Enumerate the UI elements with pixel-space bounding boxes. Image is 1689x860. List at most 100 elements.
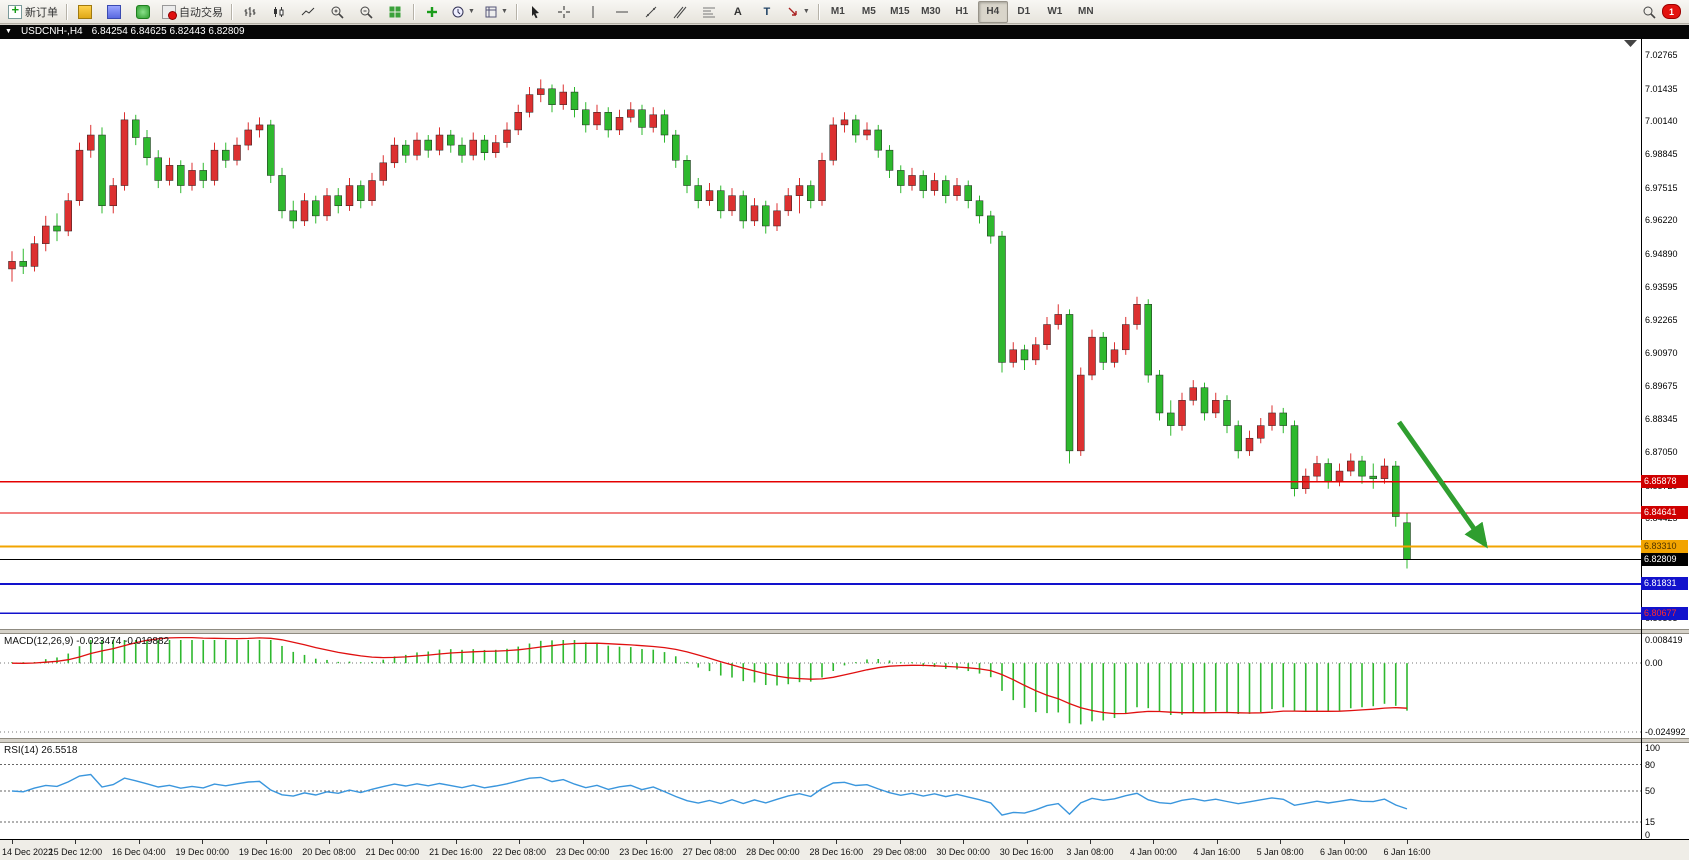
timeframe-button-mn[interactable]: MN [1078,6,1094,17]
fibonacci-button[interactable] [695,1,723,23]
candle [64,200,72,232]
time-axis-label: 28 Dec 00:00 [746,847,800,857]
price-axis-label: 6.89675 [1645,380,1678,391]
candle [1088,336,1096,376]
bar-chart-button[interactable] [236,1,264,23]
autotrading-button[interactable]: 自动交易 [158,1,227,23]
candle [750,205,759,222]
periods-button[interactable]: ▼ [447,1,479,23]
fibonacci-icon [702,5,716,19]
candle [53,225,61,232]
candle [30,243,39,267]
rsi-axis-label: 50 [1645,786,1656,796]
time-axis-label: 30 Dec 00:00 [936,847,990,857]
refresh-icon [136,4,150,19]
chart-dropdown-icon[interactable]: ▼ [5,28,12,35]
time-axis-tick [772,840,774,844]
refresh-button[interactable] [129,1,157,23]
candle [638,109,646,128]
new-chart-button[interactable] [71,1,99,23]
candlestick-chart-button[interactable] [265,1,293,23]
candle [1257,425,1265,439]
time-axis-tick [582,840,584,844]
trend-arrow-annotation[interactable] [1396,420,1488,549]
toolbar-separator [515,3,517,20]
new-order-icon [8,2,22,19]
zoom-in-button[interactable] [323,1,351,23]
equidistant-channel-button[interactable] [666,1,694,23]
candle [683,160,691,186]
candle [1178,400,1186,426]
time-axis-tick [709,840,711,844]
new-order-button[interactable]: 新订单 [4,1,62,23]
channel-icon [673,5,687,19]
price-line-label: 6.85878 [1641,475,1688,489]
arrow-tools-button[interactable]: ▼ [782,1,814,23]
candle [1155,374,1164,414]
candlestick-chart-icon [272,5,286,19]
rsi-chart[interactable] [0,743,1641,839]
zoom-out-button[interactable] [352,1,380,23]
candle [1324,463,1332,482]
price-axis-label: 7.02765 [1645,50,1678,61]
price-chart[interactable] [0,39,1641,629]
timeframe-button-m5[interactable]: M5 [861,6,876,17]
price-axis-label: 6.94890 [1645,249,1678,260]
time-axis-label: 4 Jan 16:00 [1193,847,1241,857]
price-axis-label: 6.96220 [1645,215,1678,226]
notification-badge[interactable]: 1 [1662,4,1681,19]
candle [1167,412,1175,426]
price-axis-label: 7.01435 [1645,83,1678,94]
search-icon[interactable] [1642,5,1656,19]
label-tool-button[interactable]: T [753,1,781,23]
candle [345,185,354,207]
timeframe-button-h1[interactable]: H1 [955,6,969,17]
label-tool-icon: T [763,5,771,18]
templates-button[interactable]: ▼ [480,1,512,23]
candle [154,157,162,181]
macd-axis-label: 0.008419 [1645,635,1683,645]
candle [840,119,849,126]
time-axis-label: 27 Dec 08:00 [682,847,737,857]
timeframe-button-d1[interactable]: D1 [1017,6,1031,17]
tile-windows-button[interactable] [381,1,409,23]
cursor-button[interactable] [521,1,549,23]
candle [795,185,804,196]
time-axis-tick [1216,840,1218,844]
price-chart-pane [0,39,1689,629]
trendline-button[interactable] [637,1,665,23]
profiles-button[interactable] [100,1,128,23]
timeframe-button-m1[interactable]: M1 [830,6,845,17]
time-axis-label: 19 Dec 16:00 [238,847,293,857]
timeframe-button-m30[interactable]: M30 [921,6,941,17]
rsi-label: RSI(14) 26.5518 [4,745,78,756]
candle [289,210,297,222]
time-axis-label: 22 Dec 08:00 [492,847,547,857]
price-axis-label: 6.88345 [1645,414,1678,425]
timeframe-button-h4[interactable]: H4 [977,0,1008,23]
pane-splitter[interactable] [0,629,1689,634]
toolbar-separator [817,3,819,20]
indicators-button[interactable] [418,1,446,23]
chart-shift-marker[interactable] [1624,40,1637,47]
macd-label: MACD(12,26,9) -0.023474 -0.019882 [4,636,170,647]
time-axis[interactable]: 14 Dec 2022 15 Dec 12:00 16 Dec 04:00 19 De… [0,839,1689,860]
candle [919,175,927,191]
candle [784,195,792,212]
candle [1144,304,1152,376]
horizontal-line-button[interactable] [608,1,636,23]
timeframe-button-w1[interactable]: W1 [1047,6,1063,17]
candle [829,124,837,161]
candle [705,190,714,201]
text-tool-button[interactable]: A [724,1,752,23]
candle [278,175,286,212]
line-chart-button[interactable] [294,1,322,23]
macd-chart[interactable] [0,634,1641,738]
line-chart-icon [301,5,315,19]
pane-splitter[interactable] [0,738,1689,743]
crosshair-button[interactable] [550,1,578,23]
timeframe-button-m15[interactable]: M15 [890,6,910,17]
vertical-line-button[interactable] [579,1,607,23]
time-axis-label: 16 Dec 04:00 [112,847,166,857]
candle [1279,412,1287,426]
